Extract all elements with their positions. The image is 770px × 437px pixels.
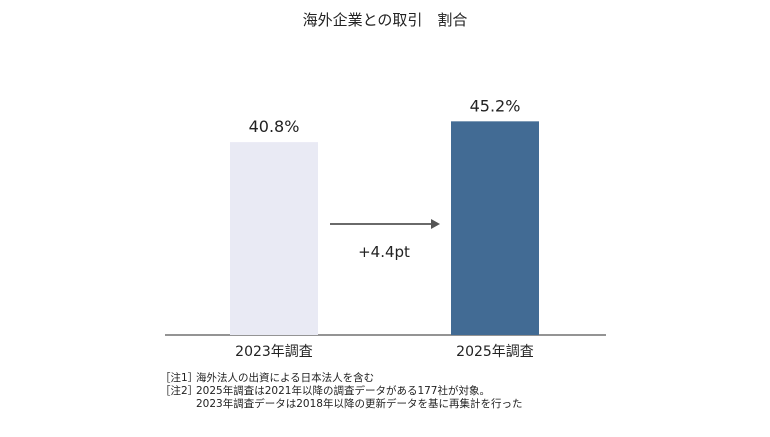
arrow-head <box>431 219 440 229</box>
category-label: 2025年調査 <box>456 344 534 360</box>
footnote-2-continuation: 2023年調査データは2018年以降の更新データを基に再集計を行った <box>196 398 523 410</box>
bars-layer: 40.8% 2023年調査 45.2% 2025年調査 <box>230 96 539 360</box>
category-label: 2023年調査 <box>235 344 313 360</box>
footnote-text: 2025年調査は2021年以降の調査データがある177社が対象。 <box>196 385 490 397</box>
increase-arrow: +4.4pt <box>330 219 440 261</box>
footnote-1: ［注1］ 海外法人の出資による日本法人を含む <box>160 372 522 385</box>
bar-2 <box>451 121 539 335</box>
footnote-tag: ［注2］ <box>160 385 199 397</box>
bar-1 <box>230 142 318 335</box>
footnotes: ［注1］ 海外法人の出資による日本法人を含む ［注2］ 2025年調査は2021… <box>160 372 522 411</box>
footnote-text: 海外法人の出資による日本法人を含む <box>196 372 375 384</box>
value-label: 40.8% <box>249 117 300 136</box>
value-label: 45.2% <box>470 96 521 115</box>
footnote-tag: ［注1］ <box>160 372 199 384</box>
footnote-2: ［注2］ 2025年調査は2021年以降の調査データがある177社が対象。 <box>160 385 522 398</box>
chart-title: 海外企業との取引 割合 <box>303 11 468 29</box>
increase-label: +4.4pt <box>358 243 410 261</box>
